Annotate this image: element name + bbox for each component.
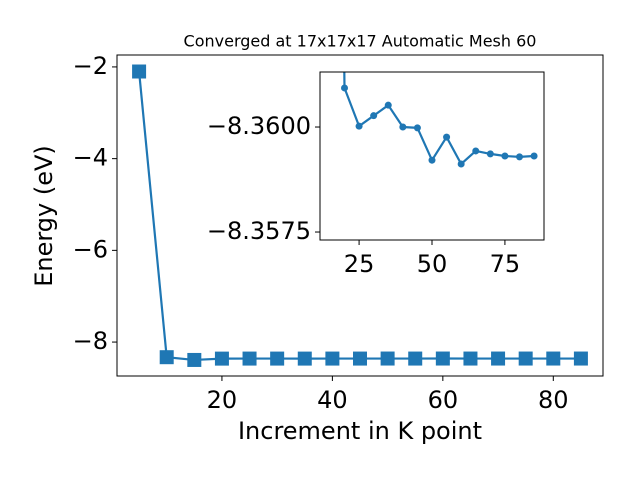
x-tick-label: 50 (417, 250, 448, 278)
marker (370, 112, 378, 120)
marker (428, 156, 436, 164)
marker (573, 351, 588, 366)
y-tick-label: −8.3600 (207, 112, 311, 140)
x-tick-label: 20 (207, 386, 238, 414)
marker (491, 351, 506, 366)
y-tick-label: −6 (73, 235, 108, 263)
marker (187, 352, 202, 367)
x-tick-label: 25 (344, 250, 375, 278)
chart-title: Converged at 17x17x17 Automatic Mesh 60 (184, 32, 537, 51)
plot-layer (341, 72, 538, 168)
marker (353, 351, 367, 366)
marker (380, 351, 395, 366)
marker (413, 124, 421, 132)
marker (355, 122, 363, 130)
marker (516, 153, 523, 161)
marker (457, 160, 465, 168)
marker (435, 351, 450, 366)
y-tick-label: −8 (73, 327, 108, 355)
y-tick-label: −8.3575 (207, 217, 311, 245)
marker (443, 133, 451, 141)
x-tick-label: 40 (317, 386, 348, 414)
marker (341, 84, 348, 92)
y-tick-label: −4 (73, 144, 108, 172)
axes-frame (116, 54, 604, 377)
marker (270, 351, 285, 366)
y-axis-label: Energy (eV) (30, 145, 58, 287)
marker (399, 123, 407, 131)
marker (159, 350, 174, 365)
y-tick-label: −2 (73, 52, 108, 80)
marker (546, 351, 561, 366)
marker (214, 351, 229, 366)
marker (242, 351, 257, 366)
marker (530, 152, 538, 160)
x-tick-label: 75 (490, 250, 521, 278)
x-tick-label: 80 (538, 386, 569, 414)
x-axis-label: Increment in K point (238, 417, 482, 445)
marker (408, 351, 423, 366)
marker (518, 351, 533, 366)
marker (325, 351, 340, 366)
marker (384, 101, 392, 109)
marker (486, 150, 494, 158)
marker (297, 351, 312, 366)
marker (472, 147, 480, 155)
marker (463, 351, 478, 366)
x-tick-label: 60 (428, 386, 459, 414)
marker (132, 64, 147, 79)
marker (501, 152, 509, 160)
plot-layer (132, 64, 588, 367)
